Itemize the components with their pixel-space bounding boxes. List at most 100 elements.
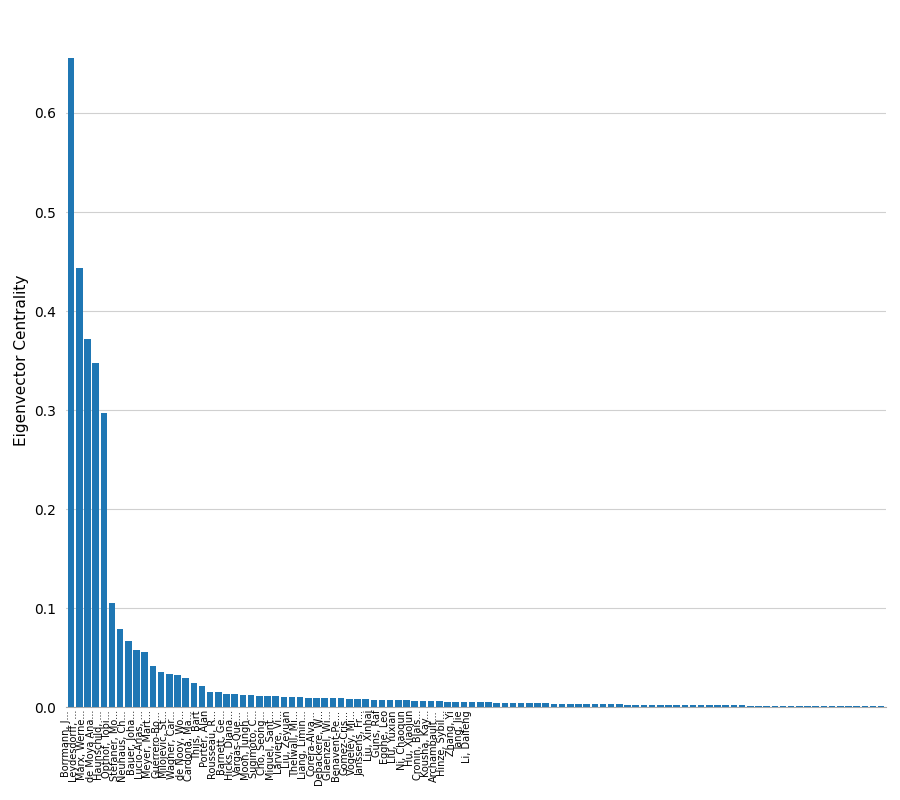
Bar xyxy=(355,699,361,707)
Bar xyxy=(591,704,599,707)
Bar xyxy=(141,652,148,707)
Bar xyxy=(321,698,328,707)
Bar xyxy=(329,698,337,707)
Bar xyxy=(633,706,639,707)
Bar xyxy=(567,704,573,707)
Bar xyxy=(461,702,467,707)
Bar xyxy=(183,678,189,707)
Bar xyxy=(403,700,410,707)
Bar xyxy=(231,694,238,707)
Bar xyxy=(297,698,303,707)
Bar xyxy=(599,704,607,707)
Bar xyxy=(845,706,851,707)
Bar xyxy=(223,694,230,707)
Bar xyxy=(657,706,663,707)
Bar xyxy=(543,703,549,707)
Bar xyxy=(853,706,859,707)
Bar xyxy=(265,697,271,707)
Bar xyxy=(445,702,451,707)
Bar xyxy=(731,706,737,707)
Bar xyxy=(281,698,287,707)
Bar xyxy=(689,706,697,707)
Bar xyxy=(493,703,500,707)
Bar xyxy=(673,706,680,707)
Bar xyxy=(535,703,541,707)
Bar xyxy=(93,362,99,707)
Bar xyxy=(829,706,835,707)
Bar xyxy=(477,702,483,707)
Bar xyxy=(779,706,787,707)
Bar xyxy=(583,704,590,707)
Bar xyxy=(428,702,435,707)
Bar xyxy=(771,706,778,707)
Bar xyxy=(207,693,213,707)
Y-axis label: Eigenvector Centrality: Eigenvector Centrality xyxy=(14,275,29,446)
Bar xyxy=(371,700,377,707)
Bar xyxy=(85,339,91,707)
Bar xyxy=(338,698,345,707)
Bar xyxy=(117,629,123,707)
Bar xyxy=(861,706,868,707)
Bar xyxy=(608,704,615,707)
Bar xyxy=(518,703,525,707)
Bar xyxy=(199,686,205,707)
Bar xyxy=(698,706,705,707)
Bar xyxy=(469,702,475,707)
Bar xyxy=(551,704,557,707)
Bar xyxy=(616,704,623,707)
Bar xyxy=(715,706,721,707)
Bar xyxy=(821,706,827,707)
Bar xyxy=(796,706,803,707)
Bar xyxy=(788,706,795,707)
Bar xyxy=(239,695,247,707)
Bar xyxy=(273,697,279,707)
Bar xyxy=(289,698,295,707)
Bar xyxy=(248,695,255,707)
Bar xyxy=(805,706,811,707)
Bar xyxy=(509,703,517,707)
Bar xyxy=(453,702,459,707)
Bar xyxy=(755,706,761,707)
Bar xyxy=(133,650,140,707)
Bar xyxy=(869,706,877,707)
Bar xyxy=(76,269,83,707)
Bar xyxy=(739,706,745,707)
Bar xyxy=(723,706,729,707)
Bar xyxy=(191,682,197,707)
Bar xyxy=(363,699,369,707)
Bar xyxy=(101,413,107,707)
Bar xyxy=(379,700,385,707)
Bar xyxy=(166,674,173,707)
Bar xyxy=(641,706,647,707)
Bar xyxy=(125,641,131,707)
Bar xyxy=(649,706,655,707)
Bar xyxy=(149,666,157,707)
Bar xyxy=(526,703,533,707)
Bar xyxy=(706,706,713,707)
Bar xyxy=(575,704,581,707)
Bar xyxy=(215,693,221,707)
Bar xyxy=(419,702,427,707)
Bar xyxy=(256,697,263,707)
Bar xyxy=(747,706,753,707)
Bar xyxy=(158,672,165,707)
Bar xyxy=(305,698,311,707)
Bar xyxy=(175,674,181,707)
Bar xyxy=(346,699,353,707)
Bar xyxy=(109,603,115,707)
Bar xyxy=(313,698,320,707)
Bar xyxy=(436,702,443,707)
Bar xyxy=(411,702,418,707)
Bar xyxy=(837,706,843,707)
Bar xyxy=(501,703,508,707)
Bar xyxy=(625,706,631,707)
Bar xyxy=(878,706,885,707)
Bar xyxy=(387,700,393,707)
Bar xyxy=(763,706,769,707)
Bar xyxy=(813,706,819,707)
Bar xyxy=(681,706,688,707)
Bar xyxy=(485,702,491,707)
Bar xyxy=(395,700,401,707)
Bar xyxy=(68,58,75,707)
Bar xyxy=(665,706,671,707)
